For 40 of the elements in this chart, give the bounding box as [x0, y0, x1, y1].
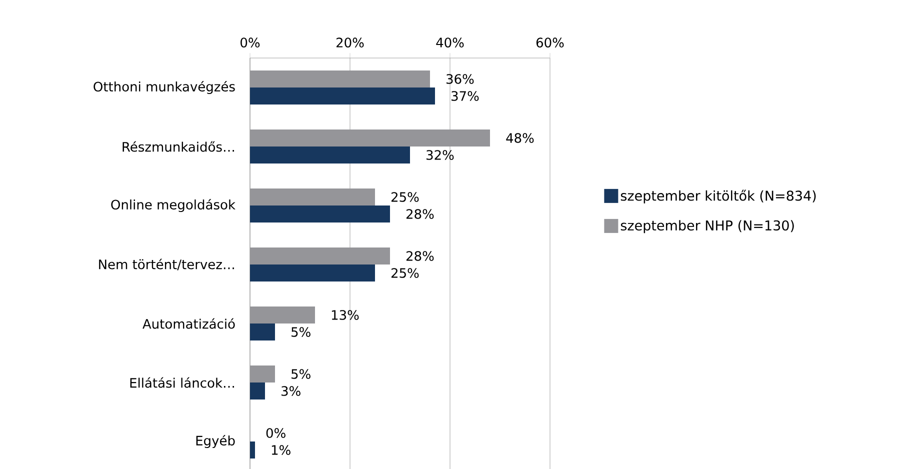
legend-label: szeptember kitöltők (N=834) — [620, 190, 816, 204]
bar — [250, 366, 275, 383]
legend-label: szeptember NHP (N=130) — [620, 220, 794, 234]
y-tick-label: Nem történt/tervez… — [99, 258, 234, 270]
data-label: 3% — [282, 386, 300, 396]
bar — [250, 206, 390, 222]
y-tick-label: Automatizáció — [142, 318, 235, 329]
bar — [250, 88, 435, 104]
bar — [250, 188, 375, 206]
data-label: 1% — [272, 445, 290, 455]
data-label: 5% — [292, 369, 310, 379]
data-label: 36% — [446, 74, 474, 84]
bar — [250, 324, 275, 341]
y-tick-label: Otthoni munkavégzés — [94, 80, 235, 94]
y-tick-label: Ellátási láncok… — [130, 377, 234, 388]
data-label: 25% — [391, 268, 419, 278]
bar — [250, 306, 315, 324]
bar — [250, 70, 430, 88]
bar — [250, 248, 390, 264]
bar — [250, 130, 490, 146]
x-tick-label: 40% — [436, 38, 464, 48]
data-label: 28% — [406, 209, 434, 219]
data-label: 13% — [332, 310, 359, 320]
data-label: 5% — [292, 327, 310, 337]
x-tick-label: 60% — [536, 38, 564, 48]
bar — [250, 146, 410, 164]
y-tick-label: Részmunkaidős… — [122, 141, 234, 152]
data-label: 0% — [266, 428, 286, 438]
data-label: 32% — [426, 150, 454, 160]
y-tick-label: Online megoldások — [111, 198, 236, 212]
y-tick-label: Egyéb — [196, 434, 235, 448]
bar — [250, 264, 375, 282]
data-label: 37% — [452, 91, 479, 101]
x-tick-label: 0% — [240, 38, 260, 48]
x-tick-label: 20% — [336, 38, 364, 48]
bar — [250, 382, 265, 400]
bar — [250, 442, 255, 459]
data-label: 28% — [406, 251, 434, 261]
data-label: 25% — [391, 192, 419, 202]
data-label: 48% — [506, 133, 534, 143]
